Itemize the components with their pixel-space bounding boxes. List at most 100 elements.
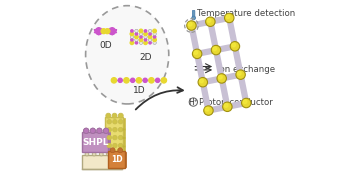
Text: 0D: 0D <box>99 41 112 50</box>
Circle shape <box>90 128 95 133</box>
Text: Ion exchange: Ion exchange <box>217 65 275 74</box>
Circle shape <box>236 70 245 79</box>
Circle shape <box>124 78 129 83</box>
Circle shape <box>200 79 203 83</box>
Circle shape <box>148 41 152 45</box>
Text: 2D: 2D <box>139 53 151 62</box>
Circle shape <box>113 135 117 140</box>
Circle shape <box>148 32 152 36</box>
Circle shape <box>139 41 143 44</box>
Circle shape <box>152 37 157 42</box>
Text: 1D: 1D <box>111 155 122 164</box>
FancyBboxPatch shape <box>82 132 109 152</box>
Circle shape <box>242 98 251 108</box>
Circle shape <box>130 29 134 33</box>
Circle shape <box>191 25 194 29</box>
Circle shape <box>97 128 102 133</box>
Circle shape <box>149 78 154 83</box>
Circle shape <box>122 136 125 139</box>
Circle shape <box>118 127 123 132</box>
Text: Proton conductor: Proton conductor <box>199 98 273 107</box>
Circle shape <box>187 21 196 30</box>
Circle shape <box>109 28 116 35</box>
Circle shape <box>135 32 138 36</box>
Circle shape <box>136 78 142 83</box>
Circle shape <box>226 15 230 19</box>
Circle shape <box>202 81 206 85</box>
Circle shape <box>153 32 156 36</box>
Text: 1D: 1D <box>133 86 145 95</box>
Circle shape <box>192 16 195 20</box>
Circle shape <box>224 104 228 107</box>
Circle shape <box>189 98 197 106</box>
Circle shape <box>230 42 240 51</box>
Text: Temperature detection: Temperature detection <box>197 9 295 18</box>
Circle shape <box>113 127 117 132</box>
Circle shape <box>139 32 143 36</box>
FancyBboxPatch shape <box>108 151 125 168</box>
Circle shape <box>95 28 102 35</box>
Circle shape <box>143 40 148 45</box>
Circle shape <box>243 100 247 104</box>
Circle shape <box>207 19 211 22</box>
Circle shape <box>138 37 143 42</box>
Circle shape <box>99 152 103 156</box>
Circle shape <box>107 127 111 132</box>
Circle shape <box>144 38 147 42</box>
Circle shape <box>107 119 111 124</box>
Circle shape <box>161 78 167 83</box>
Circle shape <box>153 41 156 44</box>
Circle shape <box>130 78 135 82</box>
Circle shape <box>240 74 244 78</box>
Text: SHPL: SHPL <box>82 138 109 147</box>
Circle shape <box>143 78 147 82</box>
Circle shape <box>206 17 215 26</box>
Circle shape <box>135 41 138 45</box>
Circle shape <box>223 102 232 112</box>
Circle shape <box>237 71 241 75</box>
Circle shape <box>105 29 110 34</box>
Circle shape <box>118 78 122 82</box>
Circle shape <box>113 143 117 148</box>
Circle shape <box>153 35 156 39</box>
Circle shape <box>118 148 122 153</box>
Circle shape <box>114 152 118 156</box>
Circle shape <box>130 35 134 39</box>
Circle shape <box>144 35 147 39</box>
Circle shape <box>135 38 138 42</box>
Circle shape <box>211 45 221 55</box>
Circle shape <box>192 49 202 59</box>
Circle shape <box>152 29 157 33</box>
FancyBboxPatch shape <box>104 117 123 152</box>
Circle shape <box>205 107 209 111</box>
Circle shape <box>90 128 95 133</box>
Circle shape <box>107 152 110 156</box>
FancyBboxPatch shape <box>125 152 126 167</box>
Circle shape <box>143 31 148 36</box>
Circle shape <box>196 53 200 57</box>
Circle shape <box>209 21 213 25</box>
Circle shape <box>101 29 106 34</box>
Circle shape <box>149 29 152 33</box>
Circle shape <box>129 31 134 36</box>
Circle shape <box>118 113 123 118</box>
Circle shape <box>103 128 109 133</box>
Circle shape <box>92 152 96 156</box>
Circle shape <box>147 34 153 39</box>
Circle shape <box>111 78 117 83</box>
Circle shape <box>129 40 134 45</box>
Text: 2D: 2D <box>97 160 109 169</box>
Circle shape <box>194 51 198 54</box>
Text: H⁺: H⁺ <box>188 98 198 107</box>
Circle shape <box>118 143 123 148</box>
Circle shape <box>118 135 123 140</box>
Circle shape <box>208 110 211 114</box>
Circle shape <box>97 128 102 133</box>
Circle shape <box>122 145 125 148</box>
FancyBboxPatch shape <box>123 118 125 151</box>
Circle shape <box>107 135 111 140</box>
Circle shape <box>228 17 232 21</box>
Circle shape <box>118 119 123 124</box>
Circle shape <box>139 35 143 39</box>
Circle shape <box>198 77 208 87</box>
